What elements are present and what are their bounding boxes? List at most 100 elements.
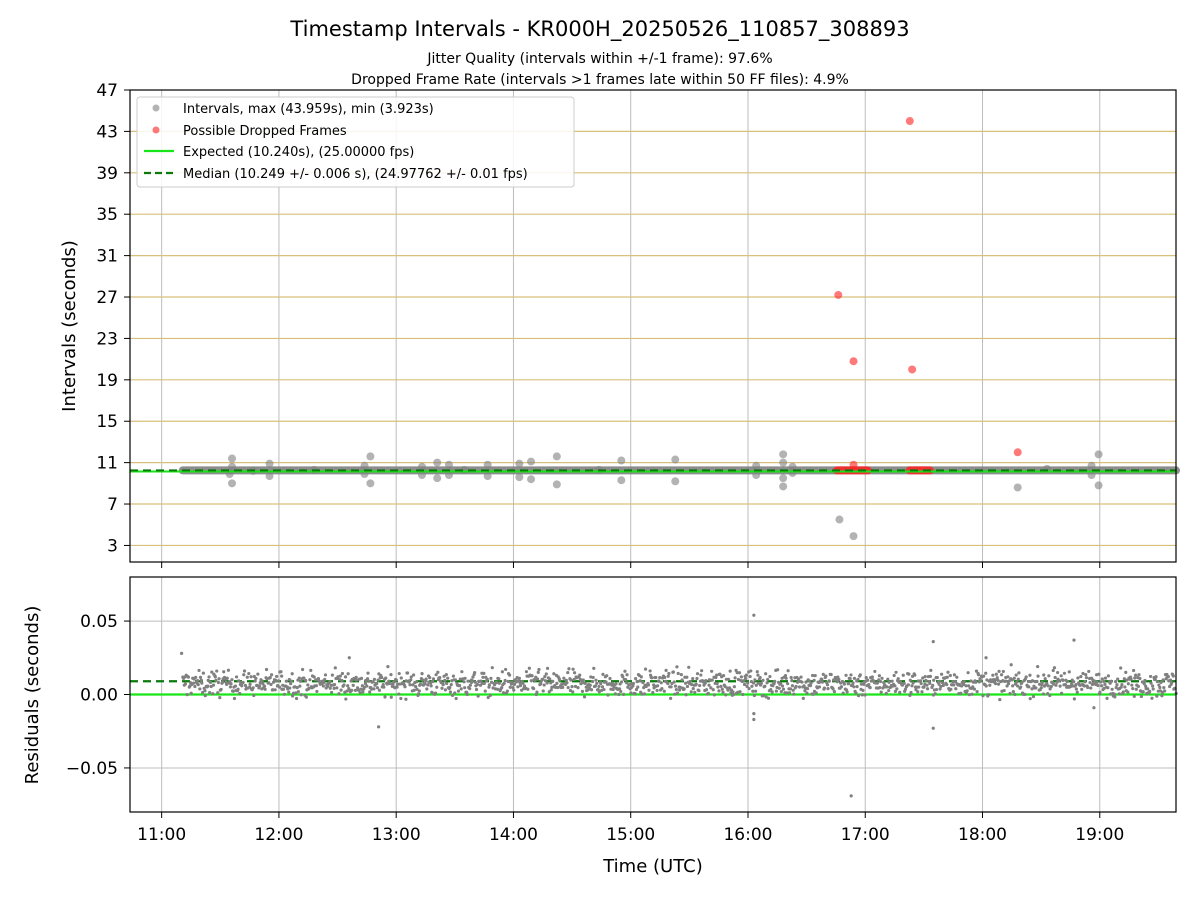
residual-point bbox=[392, 680, 396, 684]
residual-point bbox=[789, 675, 793, 680]
residual-point bbox=[690, 682, 694, 687]
residual-point bbox=[791, 688, 795, 692]
residual-point bbox=[811, 692, 815, 696]
residual-point bbox=[222, 670, 226, 674]
residual-point bbox=[404, 697, 408, 701]
residual-point bbox=[948, 673, 952, 678]
residual-point bbox=[185, 693, 189, 697]
interval-point bbox=[779, 474, 788, 483]
residual-point bbox=[307, 686, 311, 690]
residual-point bbox=[470, 678, 474, 683]
residual-point bbox=[473, 680, 477, 684]
residual-point bbox=[945, 675, 949, 679]
residual-point bbox=[430, 690, 434, 694]
dropped-frame-point bbox=[908, 365, 917, 374]
residual-point bbox=[1099, 680, 1103, 684]
residual-point bbox=[304, 678, 308, 683]
residual-point bbox=[695, 672, 700, 676]
residual-point bbox=[1009, 663, 1013, 667]
residual-point bbox=[534, 692, 538, 697]
residual-point bbox=[761, 678, 765, 682]
residual-point bbox=[996, 678, 1000, 682]
residual-point bbox=[1056, 670, 1060, 675]
residual-point bbox=[544, 672, 548, 676]
residual-point bbox=[1001, 669, 1005, 674]
residual-point bbox=[719, 684, 723, 688]
residual-point bbox=[1023, 692, 1027, 696]
residual-point bbox=[852, 685, 856, 689]
residual-point bbox=[414, 685, 418, 689]
residual-point bbox=[923, 674, 927, 679]
residual-point bbox=[764, 672, 768, 676]
residual-point bbox=[685, 684, 690, 689]
interval-point bbox=[779, 458, 788, 467]
residual-point bbox=[206, 678, 210, 682]
residual-point bbox=[1049, 684, 1053, 689]
residual-point bbox=[459, 687, 463, 691]
residual-point bbox=[261, 682, 265, 686]
residual-point bbox=[969, 679, 973, 683]
residual-point bbox=[887, 688, 891, 693]
residual-point bbox=[1019, 685, 1023, 689]
residual-point bbox=[742, 682, 747, 687]
residual-point bbox=[1017, 671, 1021, 675]
residual-point bbox=[671, 670, 676, 674]
residual-point bbox=[486, 695, 490, 700]
residual-point bbox=[863, 693, 867, 697]
residual-point bbox=[919, 681, 923, 686]
residual-point bbox=[625, 681, 629, 685]
residual-point bbox=[1046, 691, 1050, 696]
residual-point bbox=[1002, 688, 1006, 693]
intervals-y-tick-label: 35 bbox=[96, 205, 118, 225]
residual-point bbox=[314, 684, 319, 688]
residual-point bbox=[253, 679, 257, 683]
residual-point bbox=[726, 688, 730, 692]
residual-point bbox=[746, 681, 750, 685]
residual-point bbox=[433, 691, 438, 695]
residual-point bbox=[354, 675, 358, 679]
residual-point bbox=[418, 682, 423, 686]
residual-point bbox=[856, 677, 860, 682]
residual-point bbox=[1134, 687, 1138, 691]
residual-point bbox=[1137, 673, 1141, 677]
residual-outlier-point bbox=[1092, 706, 1096, 710]
residual-point bbox=[761, 694, 765, 698]
residual-point bbox=[866, 678, 870, 682]
intervals-y-tick-label: 23 bbox=[96, 329, 118, 349]
residual-point bbox=[506, 679, 510, 684]
interval-point bbox=[671, 477, 680, 486]
residual-point bbox=[248, 682, 252, 686]
residual-point bbox=[1063, 682, 1068, 687]
residual-point bbox=[666, 681, 670, 686]
residual-point bbox=[669, 685, 673, 689]
residual-point bbox=[898, 690, 902, 694]
residual-point bbox=[323, 673, 328, 677]
residual-point bbox=[935, 675, 939, 680]
residual-point bbox=[805, 691, 809, 695]
intervals-y-axis-label: Intervals (seconds) bbox=[59, 240, 80, 412]
residual-point bbox=[718, 672, 722, 676]
residual-point bbox=[685, 675, 689, 679]
residual-point bbox=[434, 673, 438, 677]
residual-point bbox=[759, 681, 764, 685]
residual-point bbox=[809, 681, 813, 685]
residual-point bbox=[951, 680, 955, 684]
residual-point bbox=[234, 675, 239, 679]
residual-point bbox=[589, 688, 594, 692]
residual-point bbox=[753, 678, 757, 682]
residual-point bbox=[1086, 685, 1090, 690]
residual-point bbox=[306, 683, 310, 687]
residual-point bbox=[431, 677, 436, 681]
interval-point bbox=[228, 479, 237, 488]
residual-point bbox=[945, 683, 949, 687]
residual-point bbox=[195, 678, 200, 683]
residual-point bbox=[1115, 683, 1119, 687]
residual-point bbox=[777, 686, 781, 690]
residual-outlier-point bbox=[752, 711, 756, 716]
residual-point bbox=[1139, 694, 1143, 699]
residual-point bbox=[1117, 692, 1121, 696]
residual-point bbox=[929, 668, 933, 672]
residual-point bbox=[732, 685, 736, 689]
residual-point bbox=[910, 684, 914, 688]
x-tick-label: 15:00 bbox=[606, 825, 655, 845]
